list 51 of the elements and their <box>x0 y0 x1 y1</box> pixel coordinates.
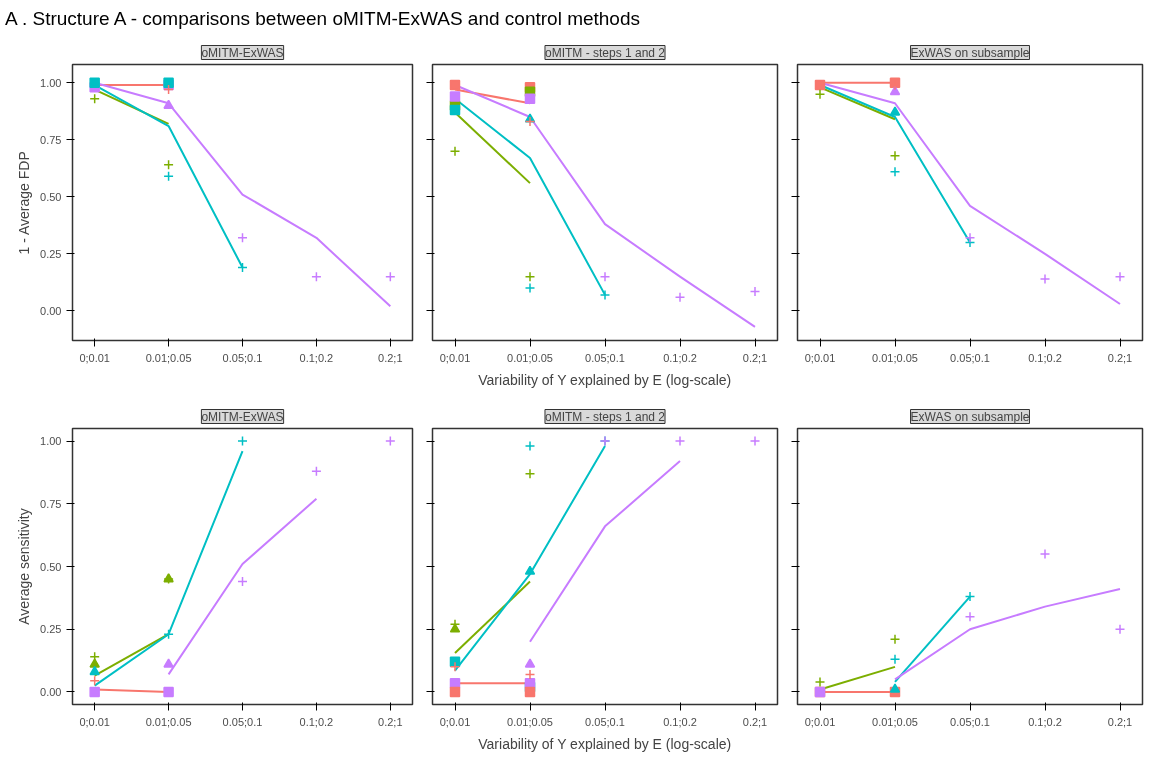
x-tick-label: 0.1;0.2 <box>1028 351 1062 364</box>
x-tick-label: 0.01;0.05 <box>507 351 553 364</box>
x-tick-label: 0.05;0.1 <box>222 351 263 364</box>
chart-title: oMITM-ExWAS <box>201 409 284 424</box>
x-tick-label: 0.01;0.05 <box>872 715 918 728</box>
x-tick-label: 0;0.01 <box>79 351 110 364</box>
y-tick-label: 0.50 <box>40 190 62 203</box>
x-tick-label: 0.1;0.2 <box>663 351 697 364</box>
x-tick-label: 0.2;1 <box>1107 715 1133 728</box>
y-tick-label: 0.00 <box>40 685 62 698</box>
x-tick-label: 0.01;0.05 <box>872 351 918 364</box>
x-tick-label: 0;0.01 <box>804 351 836 364</box>
x-tick-label: 0;0.01 <box>439 715 471 728</box>
chart-title: ExWAS on subsample <box>910 409 1030 424</box>
x-axis-title: Variability of Y explained by E (log-scale) <box>478 371 732 388</box>
text: A . Structure A - comparisons between oMITM-ExWAS and control methods <box>5 7 641 31</box>
y-tick-label: 1.00 <box>40 76 62 89</box>
x-tick-label: 0;0.01 <box>79 715 110 728</box>
x-tick-label: 0.2;1 <box>742 715 768 728</box>
y-tick-label: 0.25 <box>40 623 62 636</box>
y-tick-label: 0.25 <box>40 247 62 260</box>
x-tick-label: 0.01;0.05 <box>145 351 192 364</box>
x-tick-label: 0.05;0.1 <box>950 715 990 728</box>
x-tick-label: 0.1;0.2 <box>299 351 334 364</box>
y-tick-label: 0.75 <box>40 133 62 146</box>
x-tick-label: 0.01;0.05 <box>145 715 192 728</box>
y-tick-label: 0.00 <box>40 304 62 317</box>
chart-title: oMITM - steps 1 and 2 <box>544 45 666 60</box>
x-axis-title: Variability of Y explained by E (log-scale) <box>478 735 732 752</box>
x-tick-label: 0.1;0.2 <box>299 715 334 728</box>
x-tick-label: 0.1;0.2 <box>663 715 697 728</box>
x-tick-label: 0.2;1 <box>378 715 403 728</box>
x-tick-label: 0.05;0.1 <box>585 351 625 364</box>
x-tick-label: 0.2;1 <box>1107 351 1133 364</box>
y-axis-title: Average sensitivity <box>16 508 33 625</box>
y-tick-label: 0.50 <box>40 560 62 573</box>
x-tick-label: 0.05;0.1 <box>222 715 263 728</box>
y-tick-label: 0.75 <box>40 497 62 510</box>
x-tick-label: 0;0.01 <box>804 715 836 728</box>
x-tick-label: 0.05;0.1 <box>950 351 990 364</box>
chart-title: ExWAS on subsample <box>910 45 1030 60</box>
x-tick-label: 0.01;0.05 <box>507 715 553 728</box>
x-tick-label: 0.05;0.1 <box>585 715 625 728</box>
y-axis-title: 1 - Average FDP <box>16 151 33 255</box>
y-tick-label: 1.00 <box>40 435 62 448</box>
x-tick-label: 0.1;0.2 <box>1028 715 1062 728</box>
x-tick-label: 0.2;1 <box>742 351 768 364</box>
x-tick-label: 0.2;1 <box>378 351 403 364</box>
chart-title: oMITM-ExWAS <box>201 45 284 60</box>
x-tick-label: 0;0.01 <box>439 351 471 364</box>
chart-title: oMITM - steps 1 and 2 <box>544 409 666 424</box>
